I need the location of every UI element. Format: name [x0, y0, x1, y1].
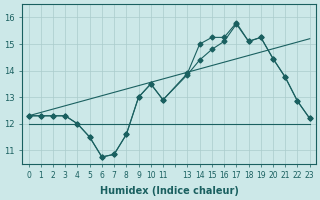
- X-axis label: Humidex (Indice chaleur): Humidex (Indice chaleur): [100, 186, 239, 196]
